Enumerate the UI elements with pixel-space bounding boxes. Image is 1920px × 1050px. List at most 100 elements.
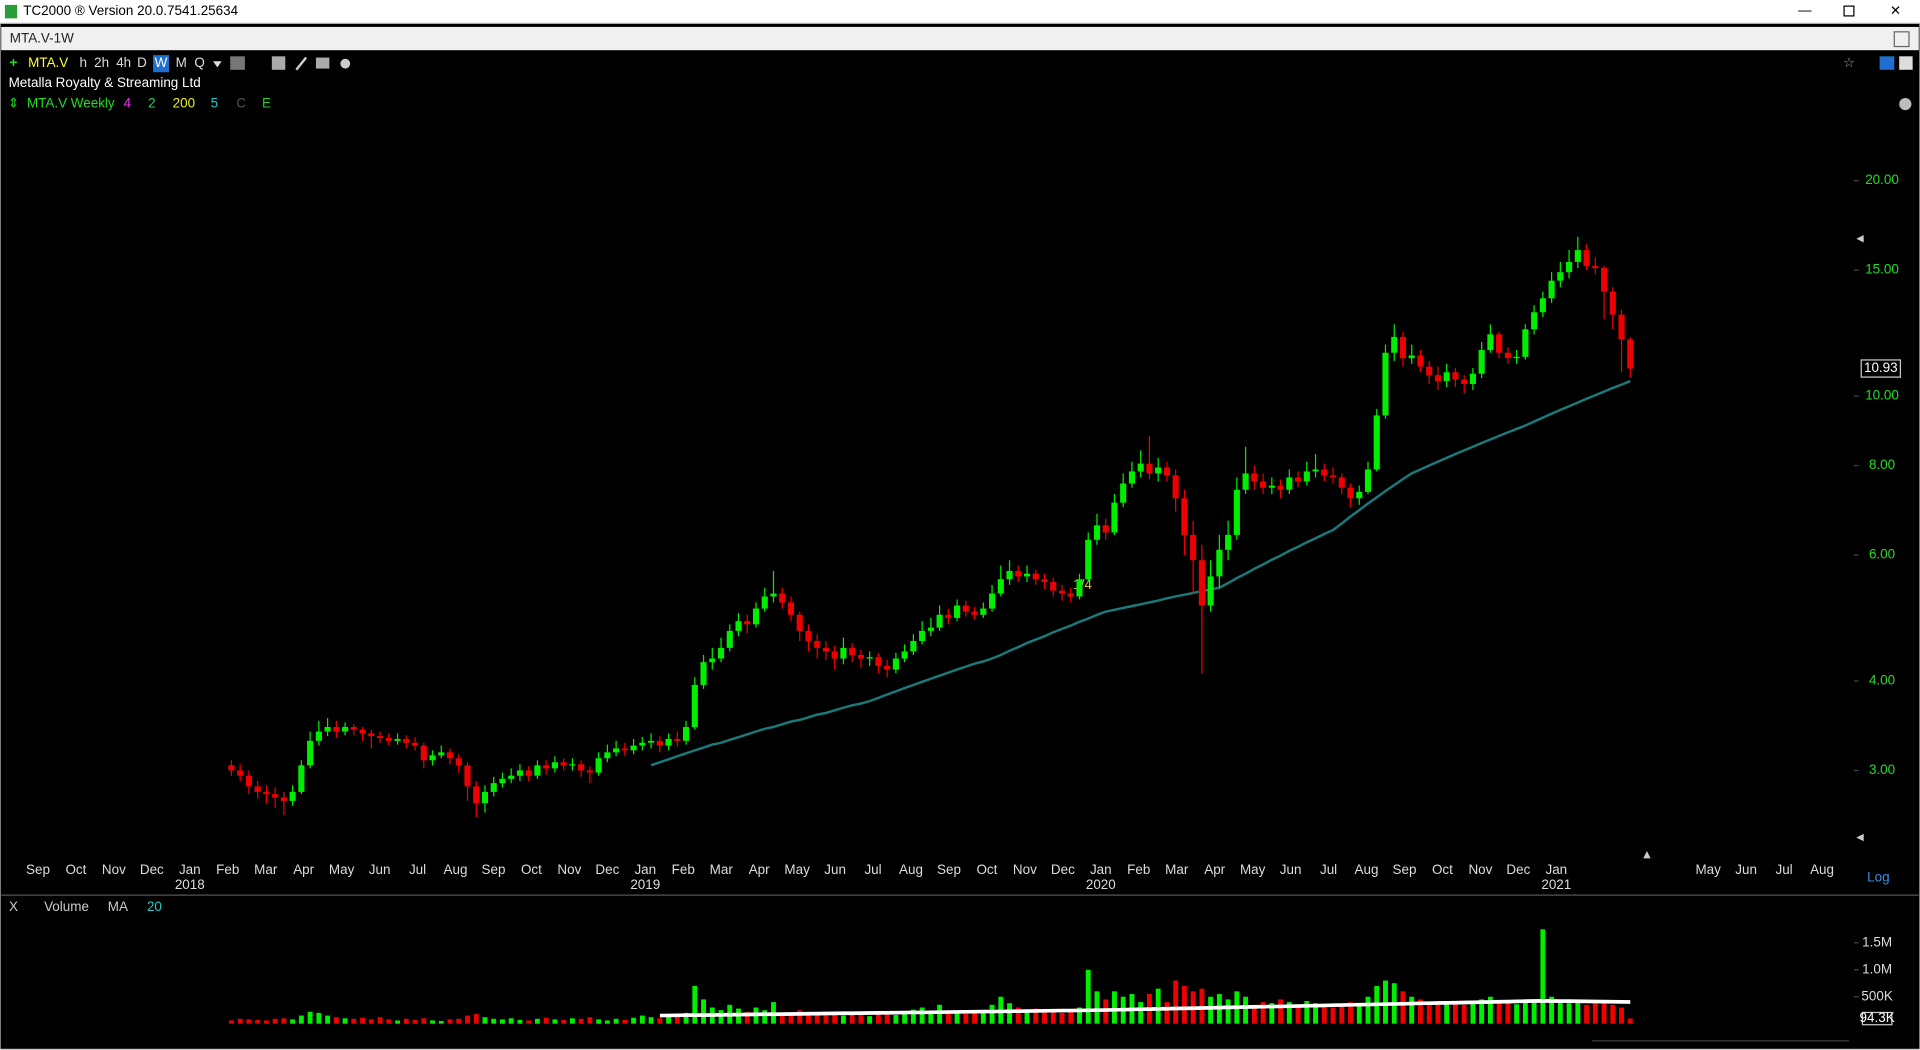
candle-body	[438, 752, 445, 756]
volume-bar	[1400, 991, 1406, 1024]
candle-body	[481, 791, 489, 804]
toolbar-icon[interactable]	[340, 58, 351, 69]
candle-body	[1364, 469, 1372, 492]
tab-menu[interactable]	[1893, 31, 1910, 48]
y-tick-label: 3.00	[1869, 762, 1895, 777]
year-label: 2019	[630, 877, 660, 892]
candle-body	[954, 605, 961, 618]
volume-bar	[875, 1013, 881, 1024]
candle-body	[508, 775, 515, 779]
toolbar-icon[interactable]	[230, 56, 245, 70]
volume-bar	[272, 1018, 278, 1024]
candle-body	[717, 647, 725, 659]
volume-bar	[430, 1020, 435, 1024]
close-button[interactable]: ✕	[1890, 3, 1901, 18]
timeframe[interactable]: D	[137, 55, 147, 70]
candle-body	[551, 762, 558, 769]
volume-bar	[1313, 1003, 1318, 1024]
timeframe[interactable]: Q	[194, 55, 204, 70]
volume-bar	[263, 1020, 269, 1024]
candle-body	[1373, 415, 1380, 470]
timeframe[interactable]: 2h	[94, 55, 109, 70]
scroll-marker	[1856, 833, 1864, 842]
timeframe[interactable]: 4h	[116, 55, 131, 70]
candle-body	[1120, 483, 1127, 503]
favorite-icon[interactable]: ☆	[1843, 55, 1855, 70]
toolbar-icon[interactable]	[1879, 56, 1895, 70]
scale-mode[interactable]: Log	[1867, 870, 1889, 885]
close-pane[interactable]: X	[9, 899, 18, 914]
timeframe[interactable]: h	[80, 55, 87, 70]
tab-title[interactable]: MTA.V-1W	[10, 31, 74, 46]
x-tick-label: Nov	[1013, 862, 1037, 877]
candle-body	[1391, 336, 1398, 353]
candle-body	[1426, 366, 1433, 376]
candle-body	[359, 729, 366, 734]
candle-body	[1539, 298, 1546, 313]
toolbar-icon[interactable]	[315, 57, 330, 69]
candle-body	[1321, 469, 1328, 476]
x-tick-label: Dec	[1506, 862, 1530, 877]
indicator[interactable]: E	[262, 96, 271, 111]
volume-bar	[1269, 1003, 1275, 1024]
candle-body	[1225, 534, 1232, 550]
x-tick-label: Aug	[899, 862, 923, 877]
candle-body	[884, 665, 891, 670]
volume-bar	[1304, 1001, 1310, 1024]
volume-bar	[1033, 1008, 1039, 1024]
volume-bar	[1077, 1007, 1082, 1024]
add-button[interactable]: +	[10, 55, 18, 70]
candle-body	[228, 765, 235, 771]
timeframe[interactable]: W	[155, 55, 168, 70]
year-label: 2021	[1541, 877, 1571, 892]
volume-indicator[interactable]: Volume	[44, 899, 89, 914]
candle-body	[586, 770, 593, 773]
candle-body	[1583, 250, 1590, 266]
volume-bar	[1059, 1012, 1065, 1024]
volume-bar	[1627, 1018, 1633, 1024]
indicator[interactable]: C	[236, 96, 246, 111]
candle-body	[324, 727, 331, 732]
toolbar-icon[interactable]	[295, 56, 308, 71]
toolbar-icon[interactable]	[271, 56, 286, 70]
toolbar-icon[interactable]	[1899, 56, 1913, 70]
dropdown[interactable]	[213, 61, 222, 68]
x-tick-label: Apr	[1204, 862, 1225, 877]
volume-bar	[762, 1010, 768, 1024]
x-tick-label: Aug	[444, 862, 468, 877]
volume-bar	[1173, 980, 1179, 1024]
indicator[interactable]: 5	[211, 96, 218, 111]
indicator[interactable]: MTA.V Weekly	[27, 96, 115, 111]
x-tick-label: Jun	[1735, 862, 1757, 877]
x-tick-label: Apr	[293, 862, 314, 877]
volume-bar	[963, 1013, 969, 1024]
x-tick-label: Oct	[521, 862, 542, 877]
candle-body	[1277, 485, 1284, 490]
volume-bar	[482, 1017, 488, 1024]
volume-bar	[1251, 1004, 1257, 1024]
indicator[interactable]: 4	[124, 96, 132, 111]
indicator[interactable]: 2	[148, 96, 155, 111]
candle-body	[578, 764, 585, 771]
candle-body	[1006, 570, 1013, 580]
volume-bar	[1286, 1002, 1292, 1024]
x-tick-label: Feb	[672, 862, 695, 877]
minimize-button[interactable]: —	[1798, 3, 1812, 18]
candle-body	[1050, 582, 1057, 591]
volume-bar	[1295, 1004, 1301, 1024]
candle-body	[604, 752, 611, 759]
ma-indicator[interactable]: MA	[108, 899, 128, 914]
indicator-handle[interactable]: ⇕	[8, 96, 19, 111]
candle-body	[735, 621, 742, 631]
symbol[interactable]: MTA.V	[28, 55, 68, 70]
candle-body	[272, 794, 279, 798]
x-tick-label: Sep	[482, 862, 506, 877]
restore-button[interactable]	[1843, 5, 1855, 17]
x-tick-label: Jan	[1090, 862, 1112, 877]
indicator[interactable]: 200	[173, 96, 195, 111]
candle-body	[1268, 485, 1275, 488]
ma-period[interactable]: 20	[147, 899, 162, 914]
settings-icon[interactable]	[1899, 97, 1912, 111]
timeframe[interactable]: M	[176, 55, 187, 70]
